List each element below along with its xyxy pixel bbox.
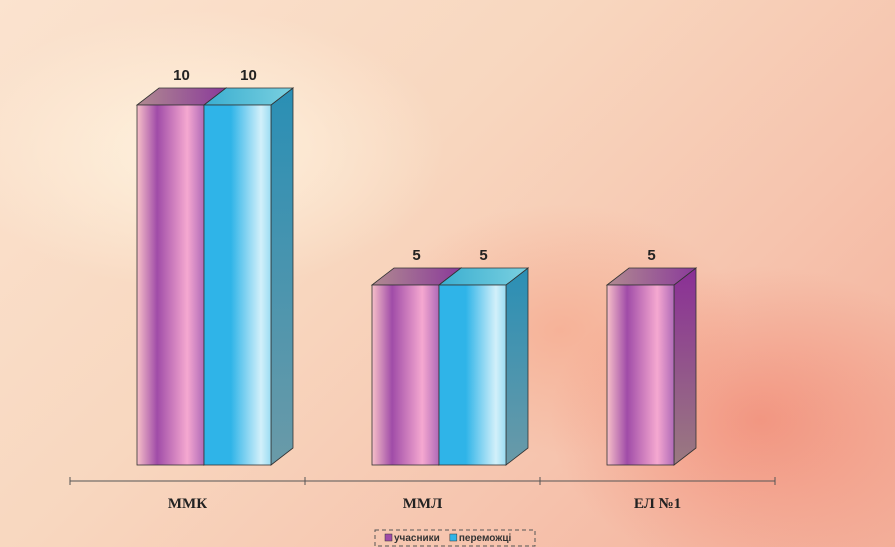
bar: [438, 284, 507, 466]
legend-label: переможці: [459, 533, 512, 544]
bar: [136, 104, 205, 466]
legend-swatch: [449, 533, 458, 542]
legend-label: учасники: [394, 533, 440, 544]
value-label: 5: [412, 247, 420, 264]
value-label: 5: [647, 247, 655, 264]
legend-swatch: [384, 533, 393, 542]
bar: [371, 284, 440, 466]
bar: [203, 104, 272, 466]
x-tick-label: ММК: [168, 496, 207, 512]
bar: [606, 284, 675, 466]
legend-box: [374, 529, 536, 547]
bar-side: [505, 267, 529, 466]
bar-side: [270, 87, 294, 466]
value-label: 10: [173, 67, 190, 84]
x-tick-label: ММЛ: [403, 496, 443, 512]
bar-side: [673, 267, 697, 466]
value-label: 10: [240, 67, 257, 84]
x-tick-label: ЕЛ №1: [634, 496, 681, 512]
value-label: 5: [479, 247, 487, 264]
